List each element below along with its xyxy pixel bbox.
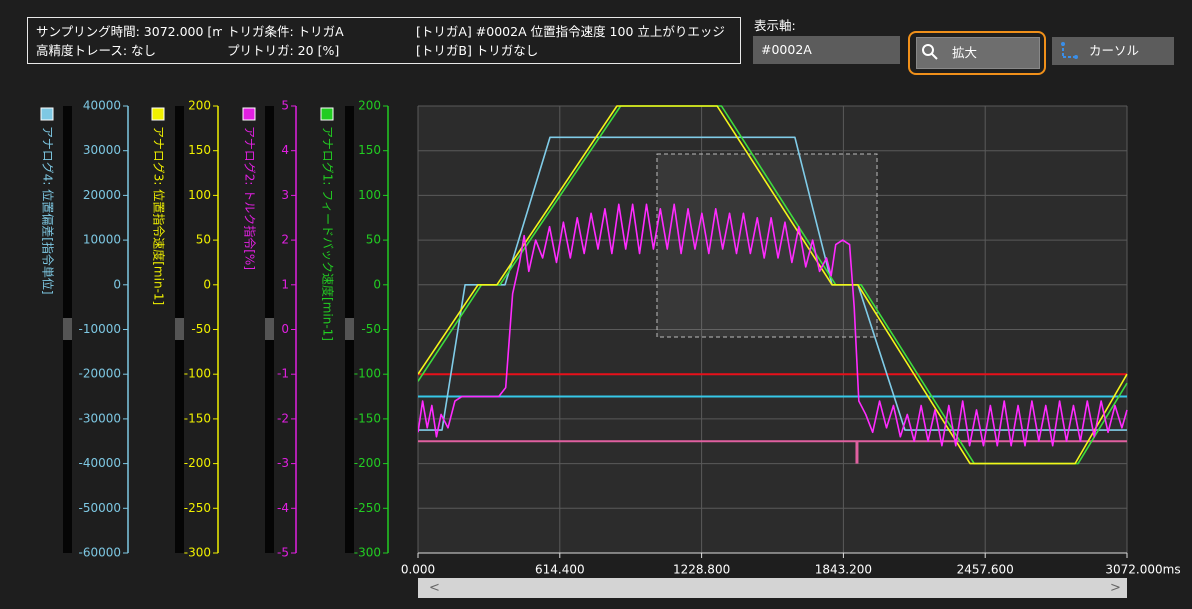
trigger-condition: トリガ条件: トリガA [227,24,344,39]
y-tick-label: -1 [277,367,289,381]
y-tick-label: -200 [354,456,381,470]
zoom-label: 拡大 [952,45,978,60]
y-tick-label: 150 [188,143,211,157]
y-axis-label: アナログ3: 位置指令速度[min-1] [152,126,167,305]
y-tick-label: -150 [184,411,211,425]
trigger-a: [トリガA] #0002A 位置指令速度 100 立上がりエッジ [416,24,725,39]
sampling-time: サンプリング時間: 3072.000 [ms [36,24,222,39]
y-tick-label: 40000 [83,99,121,113]
y-tick-label: 0 [113,277,121,291]
axis-icon [40,107,54,121]
y-tick-label: -2 [277,411,289,425]
y-tick-label: -60000 [78,546,121,560]
x-tick-label: 1228.800 [673,563,730,577]
y-tick-label: 50 [196,233,211,247]
cursor-label: カーソル [1089,43,1140,58]
y-tick-label: -300 [354,546,381,560]
x-tick-label: 0.000 [401,563,435,577]
y-tick-label: -300 [184,546,211,560]
y-tick-label: -200 [184,456,211,470]
scroll-right[interactable]: > [1110,581,1121,596]
scale-thumb [175,318,184,340]
x-tick-label: 1843.200 [815,563,872,577]
cursor-icon [1061,42,1078,59]
cursor-button[interactable]: カーソル [1052,37,1174,65]
y-tick-label: 200 [188,99,211,113]
trace [418,203,1128,447]
trace [418,105,1128,465]
y-tick-label: -4 [277,501,289,515]
y-tick-label: 100 [358,188,381,202]
scrollbar[interactable] [418,578,1127,598]
x-tick-label: 3072.000ms [1105,563,1180,577]
y-tick-label: 100 [188,188,211,202]
y-tick-label: 3 [281,188,289,202]
axis-icon [151,107,165,121]
display-axis-label: 表示軸: [754,18,796,33]
y-tick-label: -50 [191,322,211,336]
y-tick-label: -5 [277,546,289,560]
y-tick-label: 1 [281,277,289,291]
axis-icon [320,107,334,121]
trace [418,136,1127,431]
y-tick-label: -50000 [78,501,121,515]
y-tick-label: 5 [281,99,289,113]
y-tick-label: 150 [358,143,381,157]
scale-thumb [63,318,72,340]
high-precision-trace: 高精度トレース: なし [36,43,157,58]
zoom-button[interactable]: 拡大 [916,37,1040,69]
y-tick-label: 200 [358,99,381,113]
zoom-highlight [908,31,1046,75]
y-tick-label: 4 [281,143,289,157]
y-tick-label: -100 [354,367,381,381]
y-tick-label: 0 [373,277,381,291]
scale-thumb [345,318,354,340]
scroll-left[interactable]: < [429,581,440,596]
trigger-b: [トリガB] トリガなし [416,43,539,58]
y-tick-label: 10000 [83,233,121,247]
y-axis-label: アナログ1: フィードバック速度[min-1] [321,126,335,341]
x-tick-label: 614.400 [535,563,585,577]
y-tick-label: -150 [354,411,381,425]
y-tick-label: -50 [361,322,381,336]
y-tick-label: -10000 [78,322,121,336]
axis-icon [242,107,256,121]
y-tick-label: 20000 [83,188,121,202]
zoom-icon [922,44,938,60]
y-tick-label: -30000 [78,411,121,425]
display-axis-field[interactable]: #0002A [753,36,900,64]
y-tick-label: -100 [184,367,211,381]
y-tick-label: 2 [281,233,289,247]
y-tick-label: 30000 [83,143,121,157]
y-tick-label: -40000 [78,456,121,470]
pretrigger: プリトリガ: 20 [%] [227,43,340,58]
x-tick-label: 2457.600 [957,563,1014,577]
y-tick-label: -250 [354,501,381,515]
y-tick-label: 50 [366,233,381,247]
y-tick-label: 0 [203,277,211,291]
y-axis-label: アナログ4: 位置偏差[指令単位] [41,126,56,295]
y-tick-label: -3 [277,456,289,470]
y-axis-label: アナログ2: トルク指令[%] [243,126,258,270]
y-tick-label: 0 [281,322,289,336]
scale-thumb [265,318,274,340]
trace-info-box [27,17,741,64]
y-tick-label: -20000 [78,367,121,381]
y-tick-label: -250 [184,501,211,515]
